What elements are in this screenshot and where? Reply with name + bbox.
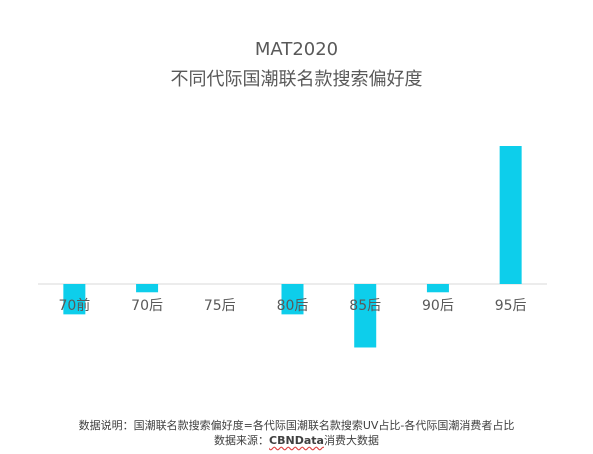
brand-name: CBNData — [269, 434, 324, 447]
bar-80后 — [281, 284, 304, 315]
x-tick-label: 75后 — [204, 298, 236, 314]
footnote-description: 数据说明：国潮联名款搜索偏好度=各代际国潮联名款搜索UV占比-各代际国潮消费者占… — [78, 419, 515, 432]
x-tick-label: 85后 — [349, 298, 381, 314]
x-tick-label: 70前 — [58, 297, 90, 314]
bar-70后 — [136, 284, 159, 293]
footnote-source: 数据来源：CBNData消费大数据 — [0, 432, 593, 448]
bar-90后 — [426, 284, 449, 293]
chart-title-line-2: 不同代际国潮联名款搜索偏好度 — [170, 69, 423, 90]
footnote-source-suffix: 消费大数据 — [323, 434, 379, 447]
chart-title-line-1: MAT2020 — [254, 39, 339, 60]
x-tick-label: 70后 — [131, 298, 163, 314]
footnote-source-prefix: 数据来源： — [214, 434, 270, 447]
bar-95后 — [499, 146, 522, 284]
x-tick-label: 80后 — [277, 298, 309, 314]
x-tick-label: 95后 — [495, 298, 527, 314]
bar-70前 — [63, 284, 86, 315]
bar-85后 — [354, 284, 377, 348]
x-tick-label: 90后 — [422, 298, 454, 314]
